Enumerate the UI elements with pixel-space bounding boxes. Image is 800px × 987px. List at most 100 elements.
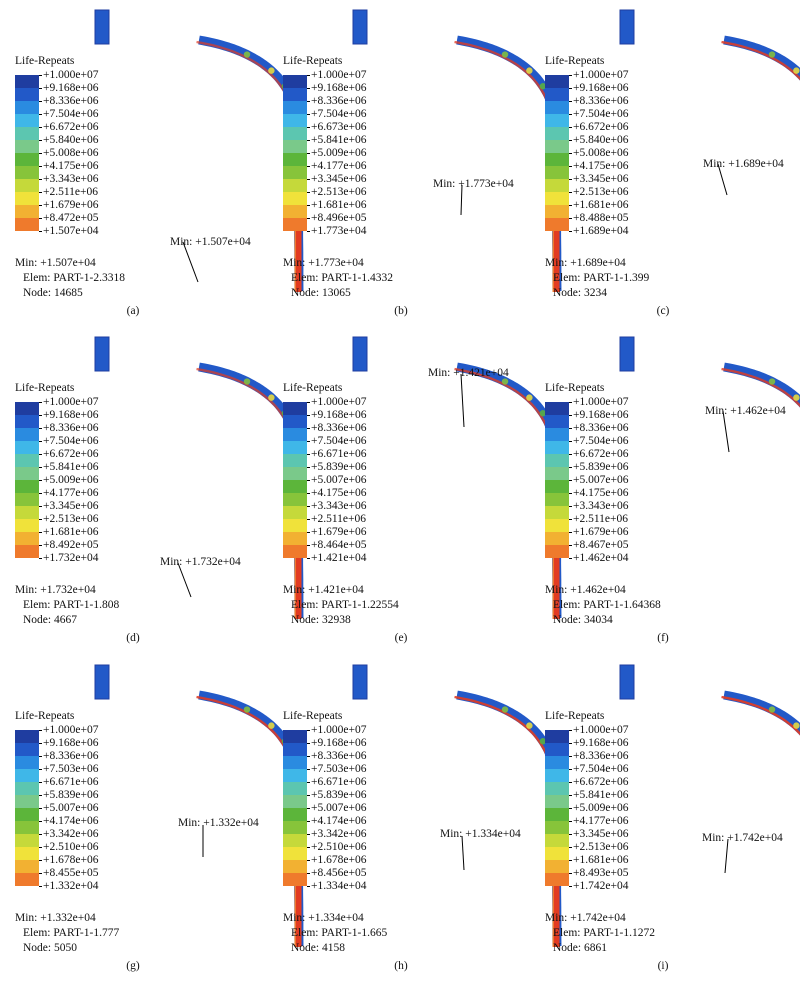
legend-entry: +6.671e+06 xyxy=(15,776,98,795)
legend-entry: +8.336e+06 xyxy=(283,95,366,114)
legend-swatch xyxy=(283,441,307,454)
legend-value: +2.511e+06 xyxy=(43,186,99,198)
stress-transition-blob xyxy=(526,722,533,729)
contour-panel-i: Min: +1.742e+04 Life-Repeats +1.000e+07 +9.… xyxy=(530,655,800,984)
legend-value: +1.679e+06 xyxy=(311,526,367,538)
legend-tick xyxy=(569,179,572,180)
legend-tick xyxy=(39,847,42,848)
legend-swatch xyxy=(545,428,569,441)
min-info-block: Min: +1.742e+04 Elem: PART-1-1.1272 Node: … xyxy=(545,911,655,956)
legend-entry: +1.678e+06 xyxy=(15,854,98,873)
legend-swatch xyxy=(283,808,307,821)
legend-swatch xyxy=(545,506,569,519)
legend-swatch xyxy=(15,127,39,140)
stress-transition-blob xyxy=(501,378,509,385)
legend-tick xyxy=(307,179,310,180)
panel-caption: (f) xyxy=(530,632,796,644)
legend-value: +9.168e+06 xyxy=(43,82,99,94)
panel-caption-text: (h) xyxy=(394,960,408,972)
legend-swatch xyxy=(15,218,39,231)
min-value-label: Min: +1.332e+04 xyxy=(178,817,259,829)
legend-swatch xyxy=(545,467,569,480)
legend-entry: +8.467e+05 xyxy=(545,539,628,558)
legend-swatch xyxy=(15,519,39,532)
legend-value: +6.672e+06 xyxy=(43,121,99,133)
legend-entry: +4.175e+06 xyxy=(15,160,98,179)
info-node: Node: 4667 xyxy=(23,614,77,626)
legend-swatch xyxy=(545,415,569,428)
legend-value: +5.841e+06 xyxy=(311,134,367,146)
legend-entry: +5.008e+06 xyxy=(545,147,628,166)
panel-caption: (c) xyxy=(530,305,796,317)
legend-value: +8.336e+06 xyxy=(43,750,99,762)
legend-entry: +8.456e+05 xyxy=(283,867,366,886)
legend-swatch xyxy=(283,179,307,192)
legend-swatch xyxy=(545,179,569,192)
legend-value: +7.504e+06 xyxy=(573,108,629,120)
legend-title: Life-Repeats xyxy=(545,55,605,67)
legend-entry: +6.672e+06 xyxy=(545,121,628,140)
legend-entry: +7.503e+06 xyxy=(15,763,98,782)
legend-scale: +1.000e+07 +9.168e+06 +8.336e+06 +7.504e+06… xyxy=(545,69,628,238)
legend-scale: +1.000e+07 +9.168e+06 +8.336e+06 +7.504e+06… xyxy=(15,396,98,565)
contour-panel-e: Min: +1.421e+04 Life-Repeats +1.000e+07 +9.… xyxy=(268,327,562,656)
legend-value: +5.008e+06 xyxy=(573,147,629,159)
legend-value: +5.841e+06 xyxy=(573,789,629,801)
legend-tick xyxy=(307,88,310,89)
legend-swatch xyxy=(545,834,569,847)
stress-transition-blob xyxy=(793,722,800,729)
legend-entry: +5.841e+06 xyxy=(283,134,366,153)
legend-entry: +1.679e+06 xyxy=(15,199,98,218)
legend-value: +4.177e+06 xyxy=(573,815,629,827)
legend-tick xyxy=(307,860,310,861)
legend-swatch xyxy=(283,114,307,127)
part-wall xyxy=(723,35,800,81)
legend-entry: +1.421e+04 xyxy=(283,552,366,565)
legend-swatch xyxy=(283,88,307,101)
legend-value: +9.168e+06 xyxy=(311,82,367,94)
panel-caption-text: (g) xyxy=(126,960,140,972)
min-info-block: Min: +1.507e+04 Elem: PART-1-2.3318 Node: … xyxy=(15,256,125,301)
legend-value: +8.488e+05 xyxy=(573,212,629,224)
panel-caption: (i) xyxy=(530,960,796,972)
panel-caption: (a) xyxy=(0,305,266,317)
legend-entry: +6.673e+06 xyxy=(283,121,366,140)
legend-value: +2.513e+06 xyxy=(573,186,629,198)
legend-tick xyxy=(39,218,42,219)
contour-panel-c: Min: +1.689e+04 Life-Repeats +1.000e+07 +9.… xyxy=(530,0,800,329)
legend-entry: +1.334e+04 xyxy=(283,880,366,893)
legend-entry: +9.168e+06 xyxy=(283,737,366,756)
legend-tick xyxy=(39,558,42,559)
legend-value: +3.345e+06 xyxy=(573,828,629,840)
legend-swatch xyxy=(545,153,569,166)
legend-tick xyxy=(569,873,572,874)
legend-value: +5.007e+06 xyxy=(311,474,367,486)
legend-entry: +5.009e+06 xyxy=(545,802,628,821)
legend-swatch xyxy=(15,782,39,795)
legend-tick xyxy=(307,101,310,102)
legend-swatch xyxy=(545,127,569,140)
legend-tick xyxy=(39,88,42,89)
legend-tick xyxy=(307,428,310,429)
legend-tick xyxy=(569,860,572,861)
legend-swatch xyxy=(545,88,569,101)
legend-entry: +6.672e+06 xyxy=(545,448,628,467)
stress-transition-blob xyxy=(243,378,251,385)
legend-value: +2.513e+06 xyxy=(43,513,99,525)
legend-tick xyxy=(307,493,310,494)
legend-swatch xyxy=(283,205,307,218)
legend-entry: +1.689e+04 xyxy=(545,225,628,238)
legend-swatch xyxy=(15,402,39,415)
legend-value: +4.177e+06 xyxy=(43,487,99,499)
legend-value: +2.510e+06 xyxy=(43,841,99,853)
legend-entry: +1.000e+07 xyxy=(15,69,98,88)
stress-transition-blob xyxy=(243,706,251,713)
contour-legend: Life-Repeats +1.000e+07 +9.168e+06 +8.336e+… xyxy=(15,380,98,565)
legend-swatch xyxy=(283,860,307,873)
legend-swatch xyxy=(15,114,39,127)
legend-swatch xyxy=(283,140,307,153)
legend-tick xyxy=(307,795,310,796)
legend-swatch xyxy=(15,545,39,558)
legend-tick xyxy=(569,205,572,206)
legend-entry: +1.000e+07 xyxy=(545,724,628,743)
